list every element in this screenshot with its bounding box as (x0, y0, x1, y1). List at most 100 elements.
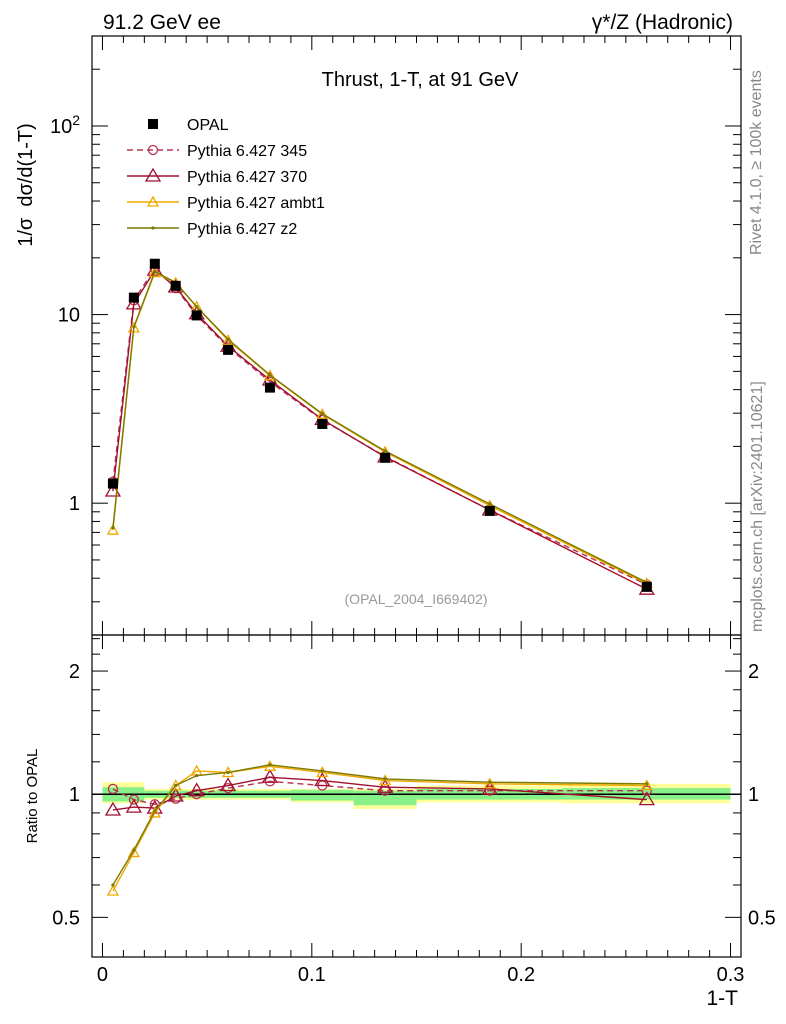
legend-marker (151, 226, 155, 230)
data-point-0 (317, 418, 328, 429)
data-point-3 (378, 774, 392, 786)
data-point-0 (484, 505, 495, 516)
data-point-0 (170, 280, 181, 291)
data-point-4 (645, 782, 649, 786)
data-point-0 (191, 310, 202, 321)
uncertainty-band-inner (290, 789, 354, 801)
data-point-0 (641, 581, 652, 592)
x-tick-label: 0.3 (717, 964, 745, 986)
y-tick-label: 2 (69, 661, 80, 683)
legend-marker (148, 119, 158, 129)
main-ylabel: 1/σ dσ/d(1-T) (15, 123, 37, 247)
data-point-3 (316, 766, 329, 778)
data-point-4 (268, 763, 272, 767)
legend: OPAL Pythia 6.427 345 Pythia 6.427 370 Pyth… (127, 117, 325, 238)
y-tick-label: 1 (748, 784, 759, 806)
series-line-1 (112, 780, 647, 805)
series-line-4 (112, 764, 647, 886)
data-point-3 (316, 407, 329, 419)
header-right: γ*/Z (Hadronic) (592, 11, 733, 34)
data-point-4 (383, 777, 387, 781)
data-point-4 (132, 848, 136, 852)
data-point-4 (320, 769, 324, 773)
rivet-label: Rivet 4.1.0, ≥ 100k events (748, 70, 765, 255)
data-point-4 (383, 449, 387, 453)
data-point-4 (153, 270, 157, 274)
mcplots-label: mcplots.cern.ch [arXiv:2401.10621] (749, 381, 766, 632)
y-tick-label: 0.5 (52, 907, 80, 929)
data-point-2 (104, 801, 122, 816)
legend-marker (147, 144, 159, 156)
data-point-2 (125, 295, 143, 310)
y-tick-label: 10 (58, 305, 80, 327)
main-panel: 1 10 102 Thrust, 1-T, at 91 GeV (OPAL_2004… (15, 35, 742, 636)
data-point-4 (226, 770, 230, 775)
header-left: 91.2 GeV ee (103, 11, 221, 34)
data-point-3 (106, 523, 120, 535)
legend-label: Pythia 6.427 345 (187, 143, 307, 160)
main-title: Thrust, 1-T, at 91 GeV (322, 69, 519, 91)
ratio-ylabel: Ratio to OPAL (24, 749, 41, 844)
data-point-2 (638, 791, 655, 806)
data-point-4 (111, 883, 115, 887)
data-point-3 (483, 777, 496, 789)
y-tick-label: 2 (748, 661, 759, 683)
data-point-4 (195, 774, 199, 778)
data-point-3 (148, 266, 161, 278)
legend-label: Pythia 6.427 z2 (187, 221, 297, 238)
legend-label: Pythia 6.427 ambt1 (187, 195, 325, 212)
x-tick-label: 0 (97, 964, 108, 986)
data-point-1 (191, 789, 202, 800)
legend-marker (144, 167, 162, 182)
data-point-4 (153, 809, 157, 813)
data-point-4 (320, 412, 324, 416)
data-point-0 (128, 292, 139, 303)
data-point-2 (261, 768, 279, 783)
data-point-0 (264, 382, 275, 393)
series-line-2 (112, 776, 647, 811)
data-point-2 (167, 787, 184, 802)
data-point-3 (127, 846, 140, 858)
y-tick-label: 1 (69, 784, 80, 806)
data-point-1 (128, 794, 140, 805)
data-point-4 (174, 783, 178, 788)
y-tick-label: 102 (50, 112, 80, 138)
data-point-3 (221, 334, 235, 346)
x-tick-label: 0.2 (507, 964, 535, 986)
legend-label: OPAL (187, 117, 229, 134)
data-point-0 (149, 258, 160, 269)
data-point-1 (379, 785, 391, 796)
data-point-4 (268, 373, 272, 377)
data-point-2 (314, 772, 331, 787)
data-point-0 (107, 478, 118, 489)
data-point-4 (488, 780, 492, 784)
x-axis-label: 1-T (707, 987, 739, 1010)
data-point-3 (640, 779, 653, 791)
data-point-3 (148, 806, 161, 818)
data-point-3 (106, 884, 120, 896)
legend-marker (146, 195, 160, 207)
data-point-1 (222, 782, 234, 794)
data-point-4 (488, 502, 492, 506)
ratio-panel: 0 0.1 0.2 0.3 0.5 0.5 1 1 2 2 Ratio to OPAL 1-T (24, 634, 776, 1010)
data-point-2 (146, 261, 163, 276)
data-point-2 (376, 778, 394, 793)
data-point-4 (226, 337, 230, 341)
data-point-3 (263, 369, 277, 381)
y-tick-label: 1 (69, 493, 80, 515)
data-point-2 (188, 782, 205, 797)
data-point-1 (107, 783, 119, 795)
data-point-2 (125, 798, 143, 813)
data-point-4 (195, 305, 199, 309)
data-point-0 (223, 344, 234, 355)
legend-label: Pythia 6.427 370 (187, 169, 307, 186)
y-tick-label: 0.5 (748, 907, 776, 929)
data-point-0 (380, 452, 391, 463)
data-point-2 (219, 777, 237, 792)
data-point-4 (111, 526, 115, 530)
x-tick-label: 0.1 (298, 964, 326, 986)
source-annotation: (OPAL_2004_I669402) (345, 591, 488, 607)
data-point-1 (641, 785, 652, 796)
data-point-4 (132, 325, 136, 329)
